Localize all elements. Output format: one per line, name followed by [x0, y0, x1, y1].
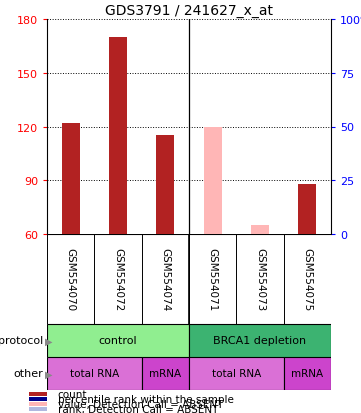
- Title: GDS3791 / 241627_x_at: GDS3791 / 241627_x_at: [105, 4, 273, 17]
- Bar: [142, 357, 189, 390]
- Text: GSM554073: GSM554073: [255, 248, 265, 311]
- Text: mRNA: mRNA: [149, 369, 181, 379]
- Text: protocol: protocol: [0, 336, 43, 346]
- Bar: [29, 402, 47, 406]
- Bar: [204, 127, 222, 235]
- Bar: [298, 184, 316, 235]
- Text: value, Detection Call = ABSENT: value, Detection Call = ABSENT: [58, 399, 223, 409]
- Bar: [109, 38, 127, 235]
- Bar: [29, 392, 47, 396]
- Bar: [47, 324, 189, 357]
- Text: other: other: [14, 369, 43, 379]
- Text: GSM554070: GSM554070: [66, 248, 76, 311]
- Bar: [251, 225, 269, 235]
- Text: ▶: ▶: [45, 369, 53, 379]
- Text: control: control: [99, 336, 137, 346]
- Text: GSM554075: GSM554075: [302, 248, 312, 311]
- Text: ▶: ▶: [45, 336, 53, 346]
- Text: GSM554074: GSM554074: [160, 248, 170, 311]
- Bar: [62, 123, 80, 235]
- Bar: [29, 407, 47, 411]
- Text: BRCA1 depletion: BRCA1 depletion: [213, 336, 306, 346]
- Bar: [156, 136, 174, 235]
- Text: GSM554072: GSM554072: [113, 248, 123, 311]
- Text: percentile rank within the sample: percentile rank within the sample: [58, 394, 234, 404]
- Text: count: count: [58, 389, 87, 399]
- Text: rank, Detection Call = ABSENT: rank, Detection Call = ABSENT: [58, 404, 218, 413]
- Text: GSM554071: GSM554071: [208, 248, 218, 311]
- Bar: [189, 324, 331, 357]
- Text: total RNA: total RNA: [70, 369, 119, 379]
- Bar: [47, 357, 142, 390]
- Bar: [284, 357, 331, 390]
- Bar: [29, 397, 47, 401]
- Bar: [189, 357, 284, 390]
- Text: mRNA: mRNA: [291, 369, 323, 379]
- Text: total RNA: total RNA: [212, 369, 261, 379]
